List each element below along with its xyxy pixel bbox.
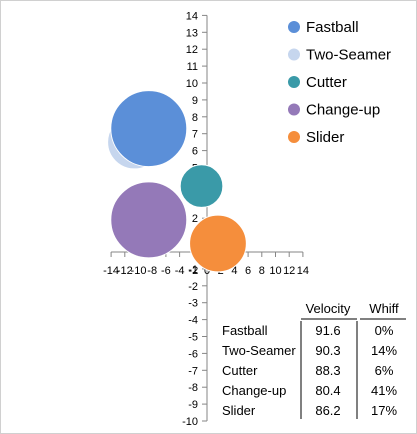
y-tick-label: 12 bbox=[186, 44, 198, 56]
legend-marker-cutter bbox=[288, 76, 300, 88]
y-tick-label: -9 bbox=[188, 399, 198, 411]
bubble-cutter bbox=[179, 164, 224, 208]
axes: -14-12-10-8-6-4-202468101214-10-9-8-7-6-… bbox=[103, 10, 309, 428]
table-cell: Two-Seamer bbox=[222, 343, 296, 358]
y-tick-label: 14 bbox=[186, 10, 198, 22]
table-cell: 91.6 bbox=[315, 323, 340, 338]
y-tick-label: -2 bbox=[188, 281, 198, 293]
bubble-slider bbox=[189, 214, 247, 273]
table-cell: Slider bbox=[222, 403, 256, 418]
x-tick-label: 6 bbox=[245, 265, 251, 277]
table-cell: 0% bbox=[375, 323, 394, 338]
y-tick-label: 6 bbox=[192, 146, 198, 158]
x-tick-label: -10 bbox=[131, 265, 147, 277]
y-tick-label: 10 bbox=[186, 78, 198, 90]
x-tick-label: -2 bbox=[188, 265, 198, 277]
x-tick-label: 10 bbox=[269, 265, 281, 277]
table-header: Velocity bbox=[306, 301, 351, 316]
table-cell: 14% bbox=[371, 343, 397, 358]
data-table: Velocity Whiff Fastball 91.6 0% Two-Seamer 90.… bbox=[222, 301, 406, 419]
table-cell: 17% bbox=[371, 403, 397, 418]
y-tick-label: -5 bbox=[188, 332, 198, 344]
x-tick-label: 8 bbox=[259, 265, 265, 277]
y-tick-label: -1 bbox=[188, 264, 198, 276]
bubble-change-up bbox=[110, 181, 188, 259]
table-cell: 6% bbox=[375, 363, 394, 378]
x-tick-label: 4 bbox=[231, 265, 237, 277]
table-cell: 41% bbox=[371, 383, 397, 398]
legend-label-two-seamer: Two-Seamer bbox=[306, 47, 391, 64]
y-tick-label: -8 bbox=[188, 382, 198, 394]
legend-label-slider: Slider bbox=[306, 129, 344, 146]
table-cell: 86.2 bbox=[315, 403, 340, 418]
table-cell: Change-up bbox=[222, 383, 286, 398]
y-tick-label: 11 bbox=[187, 61, 198, 73]
y-tick-label: 2 bbox=[192, 213, 198, 225]
y-tick-label: -4 bbox=[188, 315, 198, 327]
table-header: Whiff bbox=[369, 301, 399, 316]
x-tick-label: -8 bbox=[147, 265, 157, 277]
legend-label-change-up: Change-up bbox=[306, 102, 380, 119]
legend: Fastball Two-Seamer Cutter Change-up Slider bbox=[288, 19, 391, 146]
x-tick-label: -6 bbox=[161, 265, 171, 277]
x-tick-label: 14 bbox=[297, 265, 309, 277]
bubble-fastball bbox=[110, 90, 188, 168]
y-tick-label: 8 bbox=[192, 112, 198, 124]
table-cell: 90.3 bbox=[315, 343, 340, 358]
y-tick-label: 13 bbox=[186, 27, 198, 39]
legend-marker-two-seamer bbox=[288, 48, 300, 61]
y-tick-label: -6 bbox=[188, 348, 198, 360]
x-tick-label: -4 bbox=[175, 265, 185, 277]
legend-label-cutter: Cutter bbox=[306, 74, 347, 91]
y-tick-label: 7 bbox=[192, 129, 198, 141]
bubbles bbox=[107, 90, 247, 273]
y-tick-label: -10 bbox=[182, 416, 198, 428]
x-tick-label: 0 bbox=[204, 265, 210, 277]
y-tick-label: -7 bbox=[188, 365, 198, 377]
legend-marker-fastball bbox=[288, 21, 300, 33]
legend-marker-slider bbox=[288, 131, 300, 143]
y-tick-label: -3 bbox=[188, 298, 198, 310]
table-cell: 80.4 bbox=[315, 383, 340, 398]
x-tick-label: 12 bbox=[283, 265, 295, 277]
x-tick-label: -12 bbox=[117, 265, 133, 277]
table-cell: 88.3 bbox=[315, 363, 340, 378]
x-tick-label: -14 bbox=[103, 265, 119, 277]
legend-marker-change-up bbox=[288, 103, 300, 116]
table-cell: Fastball bbox=[222, 323, 268, 338]
table-cell: Cutter bbox=[222, 363, 258, 378]
legend-label-fastball: Fastball bbox=[306, 19, 359, 36]
y-tick-label: 9 bbox=[192, 95, 198, 107]
